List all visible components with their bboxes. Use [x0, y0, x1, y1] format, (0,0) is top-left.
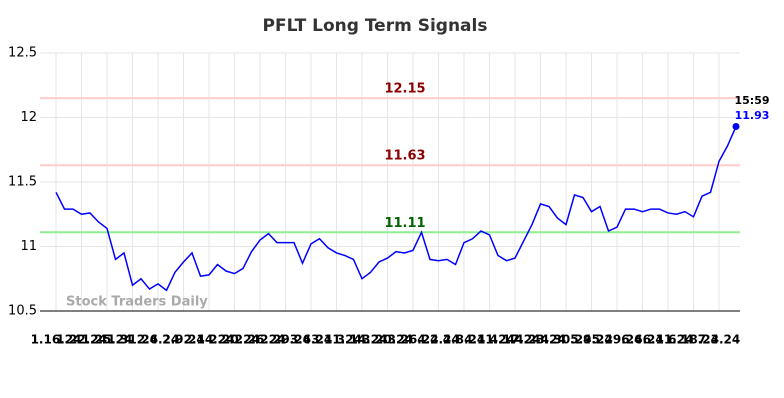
- x-tick-label: 2.9.24: [162, 333, 205, 347]
- level-label: 12.15: [384, 82, 425, 97]
- x-tick-label: 4.23.24: [515, 333, 566, 347]
- x-tick-label: 6.18.24: [668, 333, 719, 347]
- y-tick-label: 10.5: [8, 304, 37, 319]
- x-tick-label: 4.17.24: [490, 333, 541, 347]
- chart-title: PFLT Long Term Signals: [263, 16, 488, 36]
- x-tick-label: 2.14.24: [184, 333, 235, 347]
- x-tick-label: 3.6.24: [290, 333, 333, 347]
- last-time: 15:59: [734, 94, 769, 107]
- x-tick-label: 1.22.24: [56, 333, 107, 347]
- level-label: 11.63: [384, 149, 425, 164]
- x-tick-label: 2.20.24: [209, 333, 260, 347]
- x-tick-label: 5.9.24: [570, 333, 613, 347]
- x-tick-label: 3.14.24: [337, 333, 388, 347]
- x-tick-label: 2.26.24: [235, 333, 286, 347]
- y-tick-label: 12: [20, 110, 37, 125]
- x-tick-label: 7.3.24: [698, 333, 741, 347]
- line-series: [55, 126, 737, 292]
- watermark: Stock Traders Daily: [66, 295, 208, 310]
- x-tick-label: 3.20.24: [362, 333, 413, 347]
- y-tick-label: 11.5: [8, 175, 37, 190]
- y-tick-label: 12.5: [8, 46, 37, 61]
- x-tick-label: 2.6.24: [137, 333, 180, 347]
- x-tick-label: 1.25.24: [82, 333, 133, 347]
- x-tick-label: 5.29.24: [592, 333, 643, 347]
- x-tick-label: 4.8.24: [443, 333, 486, 347]
- x-tick-label: 3.11.24: [311, 333, 362, 347]
- x-tick-label: 3.26.24: [388, 333, 439, 347]
- x-tick-label: 1.31.24: [107, 333, 158, 347]
- x-tick-label: 4.11.24: [464, 333, 515, 347]
- x-tick-label: 4.2.24: [417, 333, 460, 347]
- x-tick-label: 6.11.24: [643, 333, 694, 347]
- x-tick-label: 4.30.24: [541, 333, 592, 347]
- x-tick-label: 6.6.24: [621, 333, 664, 347]
- last-value: 11.93: [735, 109, 770, 122]
- x-tick-label: 1.16.24: [31, 333, 82, 347]
- y-tick-label: 11: [20, 239, 37, 254]
- level-label: 11.11: [384, 216, 425, 231]
- x-tick-label: 2.29.24: [260, 333, 311, 347]
- last-point: [732, 123, 740, 131]
